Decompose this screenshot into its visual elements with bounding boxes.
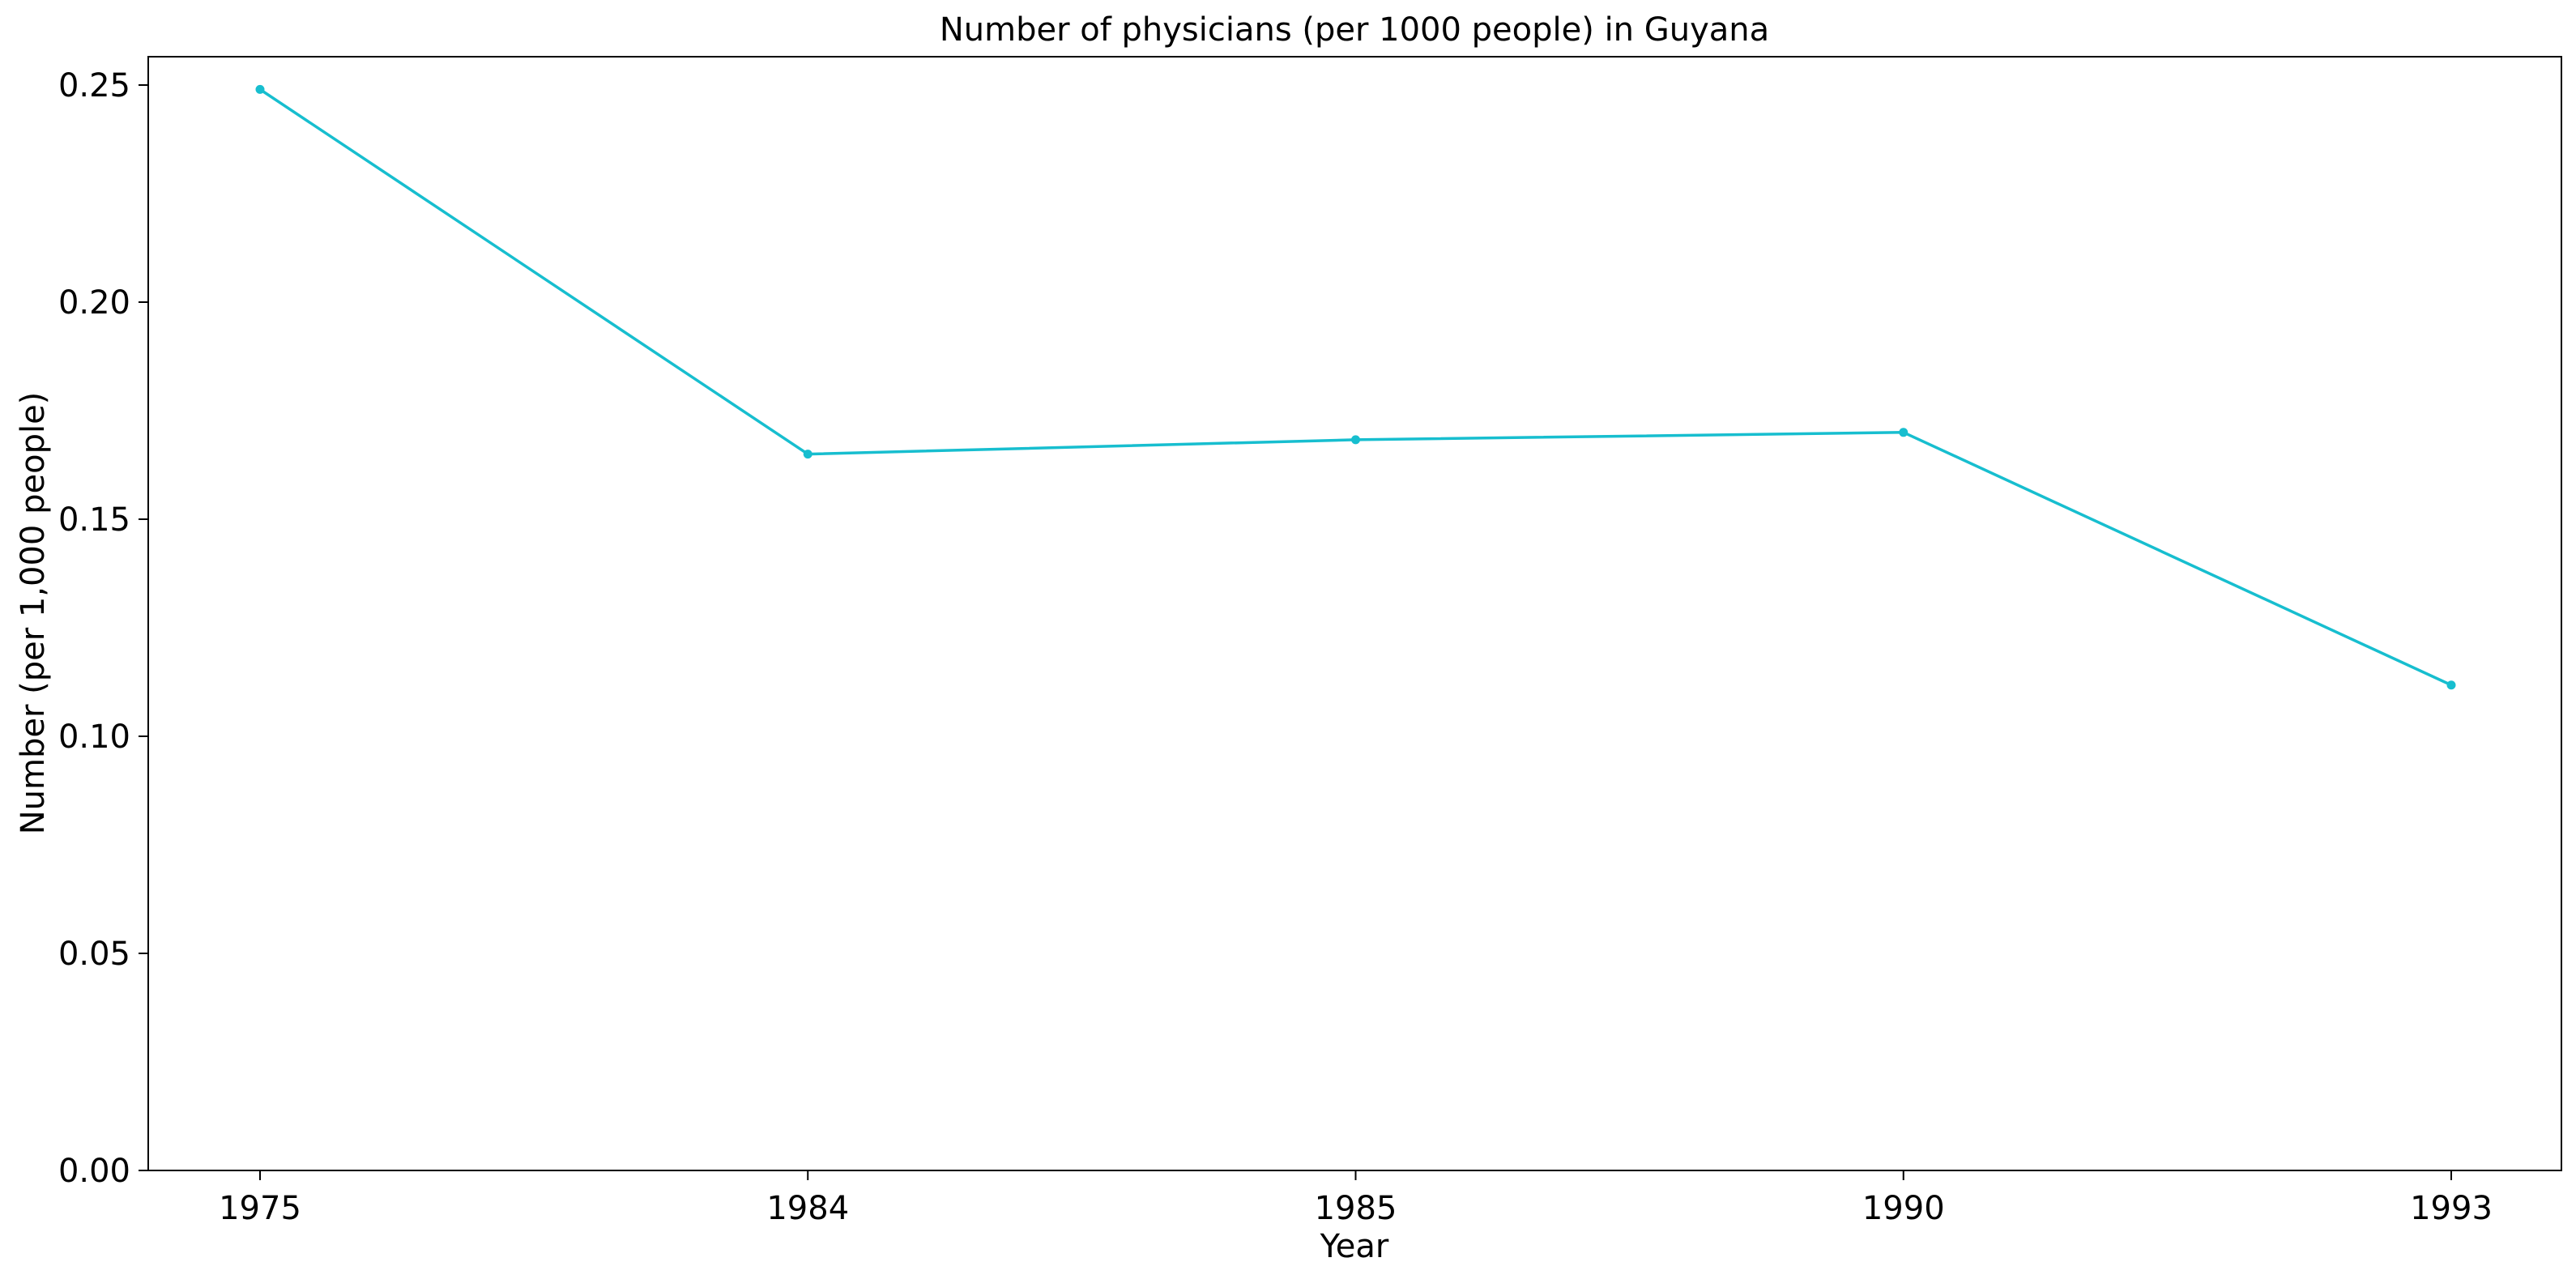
x-axis-label: Year — [1320, 1228, 1389, 1265]
x-tick-label: 1985 — [1315, 1190, 1397, 1227]
x-tick-label: 1993 — [2410, 1190, 2493, 1227]
chart-title: Number of physicians (per 1000 people) i… — [940, 11, 1769, 49]
y-axis-label: Number (per 1,000 people) — [15, 392, 52, 835]
y-tick-label: 0.10 — [58, 718, 130, 756]
y-tick-label: 0.25 — [58, 67, 130, 104]
data-point — [1351, 435, 1360, 445]
y-tick-label: 0.15 — [58, 501, 130, 539]
x-tick-label: 1990 — [1862, 1190, 1945, 1227]
x-tick-label: 1975 — [219, 1190, 301, 1227]
data-point — [2446, 680, 2456, 690]
y-tick-label: 0.00 — [58, 1153, 130, 1190]
series-layer — [255, 84, 2456, 690]
data-point — [803, 450, 812, 459]
y-tick-label: 0.05 — [58, 936, 130, 973]
y-axis: 0.00 0.05 0.10 0.15 0.20 0.25 — [58, 67, 148, 1190]
data-point — [255, 84, 265, 94]
y-tick-label: 0.20 — [58, 284, 130, 322]
data-point — [1899, 428, 1909, 437]
x-tick-label: 1984 — [766, 1190, 849, 1227]
x-axis: 1975 1984 1985 1990 1993 — [219, 1170, 2493, 1227]
